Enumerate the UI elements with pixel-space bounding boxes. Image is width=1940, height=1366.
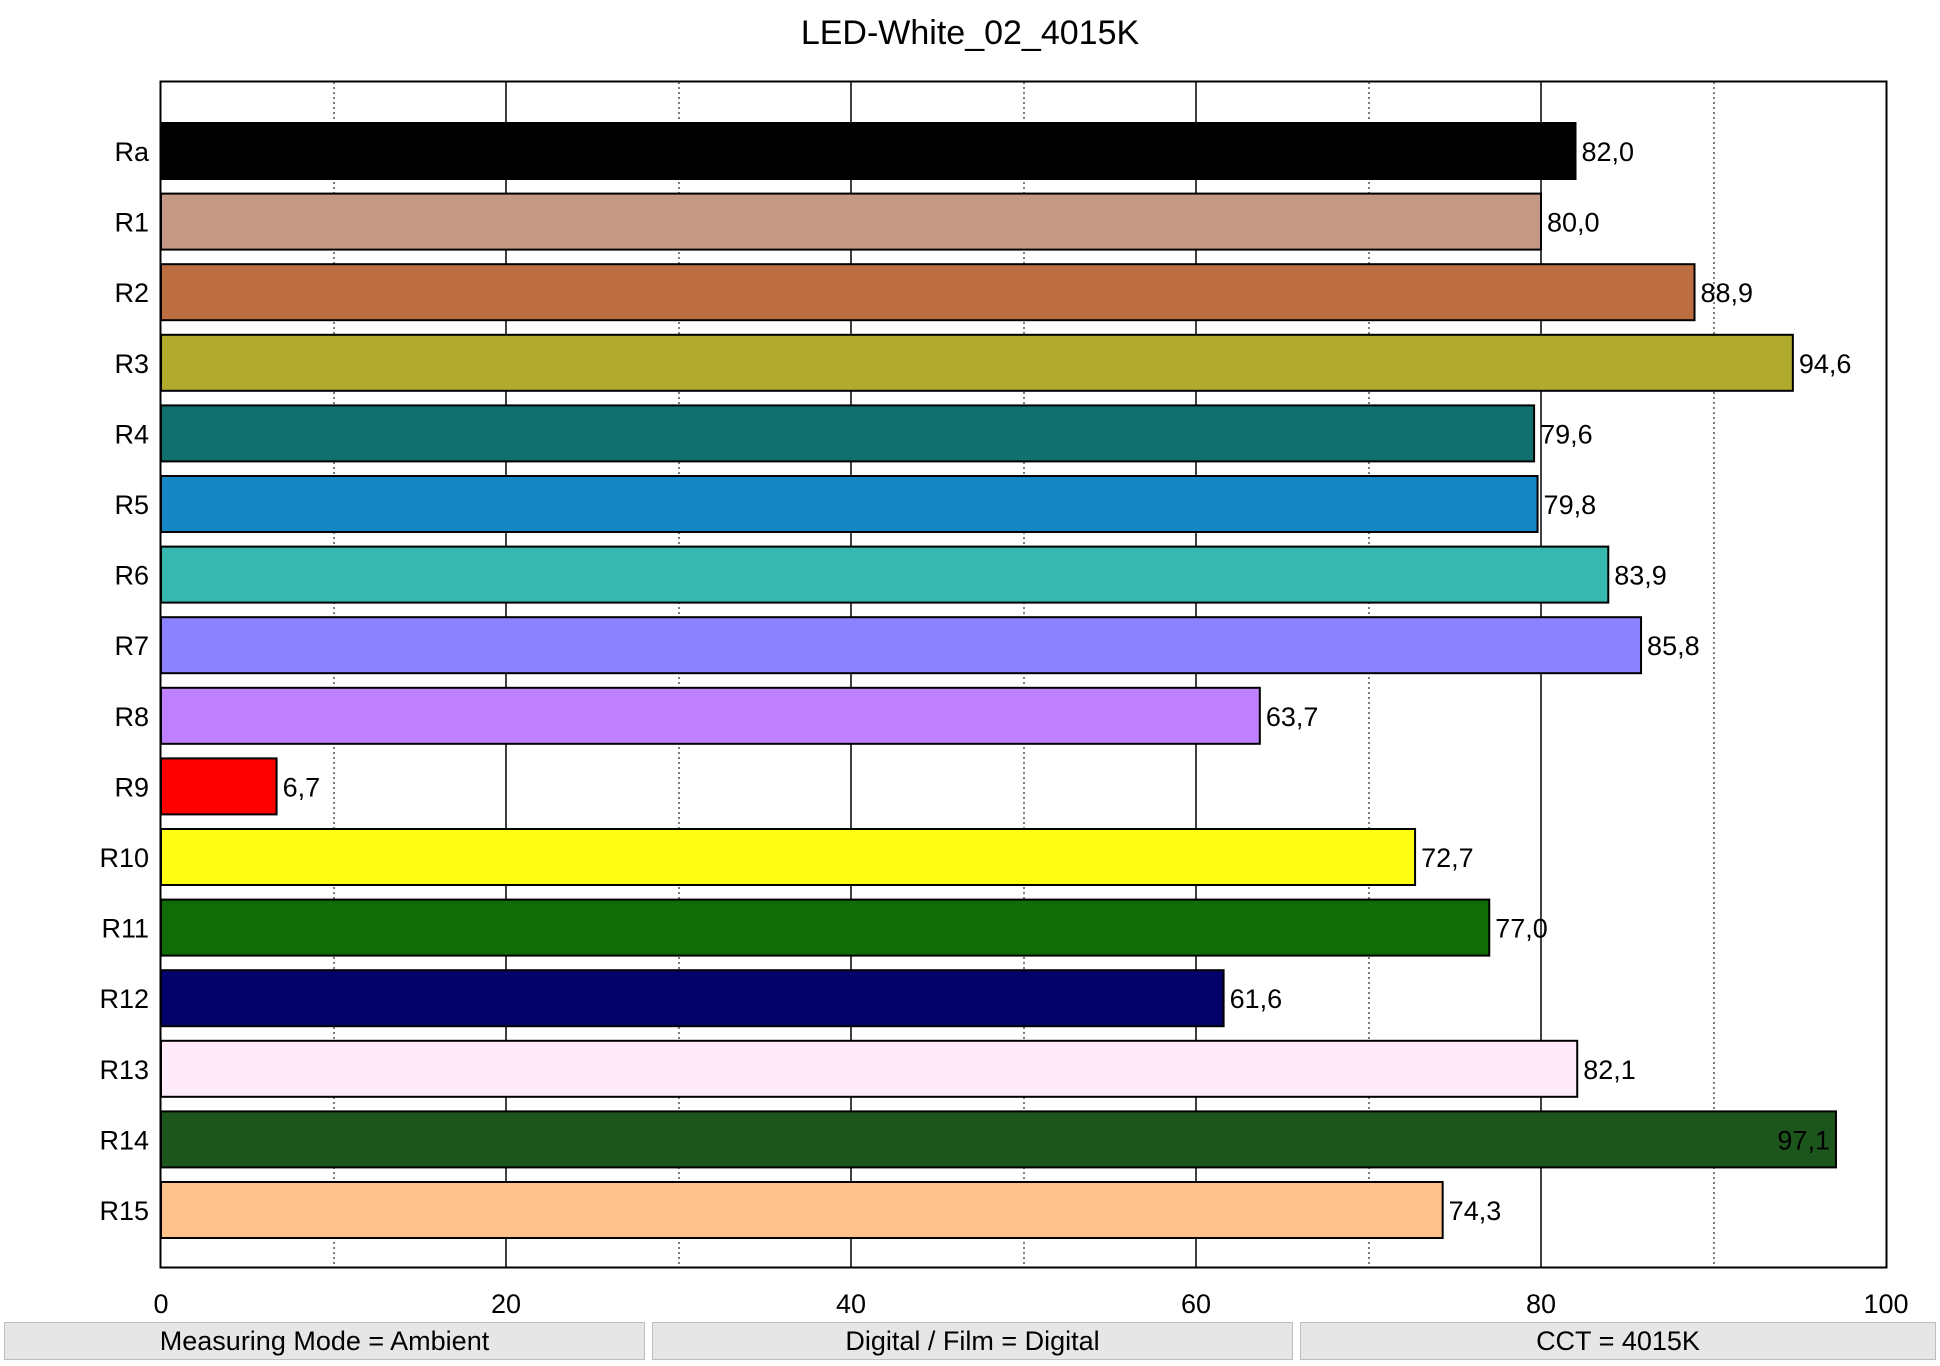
value-label: 88,9 (1701, 278, 1754, 308)
value-label: 94,6 (1799, 349, 1852, 379)
cct-status: CCT = 4015K (1300, 1322, 1936, 1360)
category-label: R2 (114, 278, 149, 308)
category-label: R15 (99, 1196, 149, 1226)
bar-r12 (160, 969, 1225, 1028)
value-label: 85,8 (1647, 631, 1700, 661)
value-label: 79,6 (1540, 419, 1593, 449)
bar-r7 (160, 616, 1643, 675)
value-label: 83,9 (1614, 561, 1667, 591)
value-label: 6,7 (283, 772, 321, 802)
category-label: R9 (114, 772, 149, 802)
bar-r5 (160, 475, 1539, 533)
value-label: 82,1 (1583, 1055, 1636, 1085)
cri-bar-chart: LED-White_02_4015K RaR1R2R3R4R5R6R7R8R9R… (99, 14, 1908, 1318)
value-label: 79,8 (1544, 490, 1597, 520)
x-tick-label: 40 (836, 1289, 866, 1318)
bar-ra (160, 122, 1577, 180)
bars (160, 122, 1837, 1239)
x-tick-label: 60 (1181, 1289, 1211, 1318)
category-label: R7 (114, 631, 149, 661)
category-label: R13 (99, 1055, 149, 1085)
bar-r11 (160, 898, 1491, 957)
category-label: R12 (99, 984, 149, 1014)
value-label: 72,7 (1421, 843, 1474, 873)
bar-r9 (160, 757, 278, 816)
x-tick-label: 100 (1863, 1289, 1908, 1318)
category-label: R5 (114, 490, 149, 520)
bar-r3 (160, 333, 1794, 392)
value-label: 80,0 (1547, 208, 1600, 238)
category-label: R14 (99, 1125, 149, 1155)
value-label: 82,0 (1582, 137, 1635, 167)
bar-r15 (160, 1181, 1444, 1239)
bar-r10 (160, 828, 1417, 886)
value-label: 63,7 (1266, 702, 1319, 732)
category-label: R4 (114, 419, 149, 449)
bar-r6 (160, 545, 1610, 604)
x-tick-label: 20 (491, 1289, 521, 1318)
status-bar: Measuring Mode = Ambient Digital / Film … (0, 1318, 1940, 1364)
value-label: 74,3 (1449, 1196, 1502, 1226)
bar-r2 (160, 263, 1696, 322)
category-label: R6 (114, 561, 149, 591)
value-label: 77,0 (1495, 914, 1548, 944)
value-label: 97,1 (1777, 1125, 1830, 1155)
x-axis-tick-labels: 0 20 40 60 80 100 (153, 1289, 1908, 1318)
value-label: 61,6 (1230, 984, 1283, 1014)
chart-title: LED-White_02_4015K (801, 14, 1140, 52)
digital-film-status: Digital / Film = Digital (652, 1322, 1293, 1360)
bar-r4 (160, 404, 1536, 463)
category-label: R1 (114, 208, 149, 238)
x-tick-label: 80 (1526, 1289, 1556, 1318)
category-labels: Ra R1 R2 R3 R4 R5 R6 R7 R8 R9 R10 R11 R12 R13 R14 R15 (99, 137, 150, 1226)
category-label: R8 (114, 702, 149, 732)
measuring-mode-status: Measuring Mode = Ambient (4, 1322, 645, 1360)
x-tick-label: 0 (153, 1289, 168, 1318)
bar-r13 (160, 1039, 1579, 1098)
category-label: R10 (99, 843, 149, 873)
value-labels: 82,0 80,0 88,9 94,6 79,6 79,8 83,9 85,8 63,7 6,7 7… (283, 137, 1852, 1226)
category-label: Ra (114, 137, 149, 167)
bar-r8 (160, 686, 1261, 745)
category-label: R11 (101, 914, 149, 944)
category-label: R3 (114, 349, 149, 379)
plot-frame (159, 80, 1888, 1269)
bar-r14 (160, 1110, 1837, 1169)
bar-r1 (160, 192, 1542, 251)
